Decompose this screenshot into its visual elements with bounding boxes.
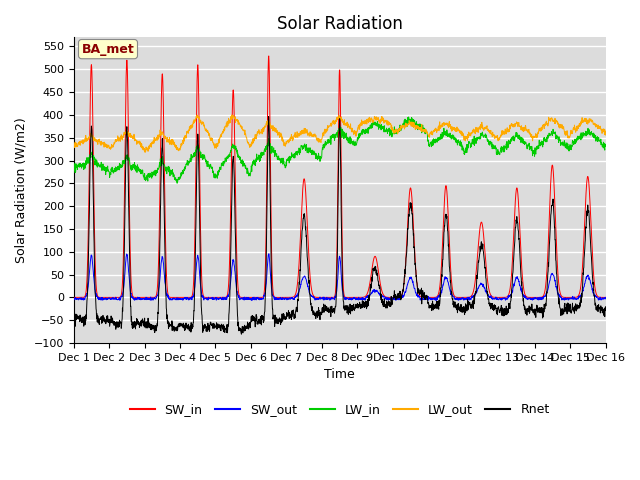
Text: BA_met: BA_met xyxy=(82,43,134,56)
X-axis label: Time: Time xyxy=(324,368,355,381)
Y-axis label: Solar Radiation (W/m2): Solar Radiation (W/m2) xyxy=(15,117,28,263)
Legend: SW_in, SW_out, LW_in, LW_out, Rnet: SW_in, SW_out, LW_in, LW_out, Rnet xyxy=(125,398,555,421)
Title: Solar Radiation: Solar Radiation xyxy=(276,15,403,33)
